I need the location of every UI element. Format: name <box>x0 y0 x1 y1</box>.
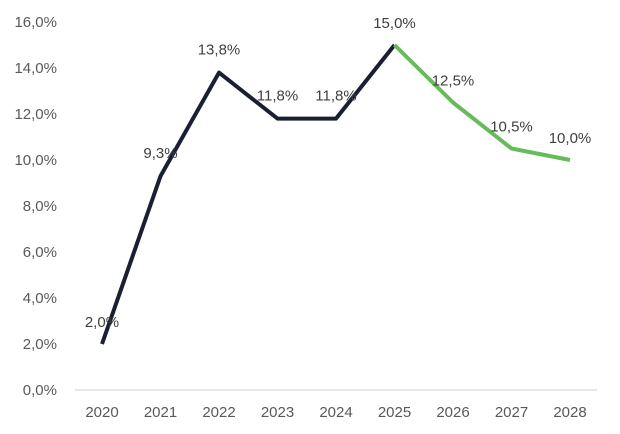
x-tick-label: 2025 <box>378 404 411 421</box>
x-tick-label: 2028 <box>553 404 586 421</box>
series-lines <box>100 43 571 345</box>
data-label: 2,0% <box>85 314 119 331</box>
series-line-1 <box>100 43 397 345</box>
x-axis-tick-labels: 2020 2021 2022 2023 2024 2025 2026 2027 2028 <box>85 404 586 421</box>
x-tick-label: 2027 <box>495 404 528 421</box>
y-tick-label: 14,0% <box>14 60 57 77</box>
data-label: 10,5% <box>490 119 533 136</box>
data-label: 9,3% <box>143 145 177 162</box>
x-tick-label: 2022 <box>202 404 235 421</box>
y-axis-tick-labels: 0,0% 2,0% 4,0% 6,0% 8,0% 10,0% 12,0% 14,0% 16,0% <box>14 14 57 399</box>
data-label: 13,8% <box>198 42 241 59</box>
y-tick-label: 6,0% <box>23 244 57 261</box>
data-label: 10,0% <box>549 130 592 147</box>
data-labels: 2,0% 9,3% 13,8% 11,8% 11,8% 15,0% 12,5% 10,5% 10… <box>85 15 591 331</box>
data-label: 11,8% <box>315 88 356 105</box>
data-label: 12,5% <box>432 73 475 90</box>
y-tick-label: 10,0% <box>14 152 57 169</box>
x-tick-label: 2024 <box>319 404 352 421</box>
y-tick-label: 2,0% <box>23 336 57 353</box>
y-tick-label: 12,0% <box>14 106 57 123</box>
data-label: 11,8% <box>257 88 298 105</box>
x-tick-label: 2021 <box>144 404 177 421</box>
x-tick-label: 2020 <box>85 404 118 421</box>
series-line-2 <box>393 43 571 162</box>
y-tick-label: 0,0% <box>23 382 57 399</box>
y-tick-label: 16,0% <box>14 14 57 31</box>
y-tick-label: 8,0% <box>23 198 57 215</box>
x-tick-label: 2023 <box>261 404 294 421</box>
y-tick-label: 4,0% <box>23 290 57 307</box>
x-tick-label: 2026 <box>436 404 469 421</box>
data-label: 15,0% <box>373 15 416 32</box>
